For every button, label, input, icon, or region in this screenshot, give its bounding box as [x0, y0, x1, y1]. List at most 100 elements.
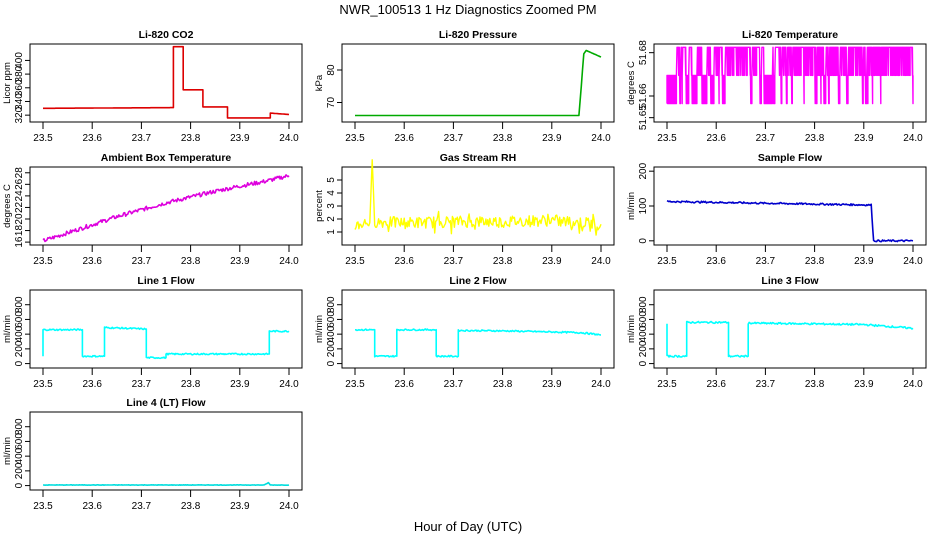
y-axis-label: ml/min [2, 437, 13, 465]
y-tick-label: 200 [326, 340, 337, 357]
x-tick-label: 23.5 [345, 256, 365, 267]
x-tick-label: 23.6 [82, 379, 102, 390]
x-tick-label: 23.6 [394, 133, 414, 144]
x-tick-label: 23.7 [132, 256, 152, 267]
y-tick-label: 0 [638, 360, 649, 366]
plot-frame [341, 289, 615, 369]
plot-frame [29, 289, 303, 369]
x-tick-label: 23.6 [706, 133, 726, 144]
y-tick-label: 380 [14, 65, 25, 82]
x-tick-label: 24.0 [903, 379, 923, 390]
y-tick-label: 600 [14, 433, 25, 450]
y-tick-label: 28 [14, 167, 25, 179]
y-axis-label: degrees C [2, 184, 13, 228]
panel-title: Sample Flow [758, 152, 823, 164]
panel: Line 4 (LT) Flow 23.5 23.6 23.7 23.8 23.9 24.0… [2, 397, 303, 512]
plot-frame [653, 289, 927, 369]
y-tick-label: 3 [326, 203, 337, 209]
y-tick-label: 1 [326, 229, 337, 235]
plot-frame [341, 166, 615, 246]
x-tick-label: 23.9 [230, 379, 250, 390]
x-tick-label: 23.5 [345, 379, 365, 390]
series-line [355, 328, 601, 358]
panel-title: Ambient Box Temperature [101, 152, 232, 164]
x-tick-label: 24.0 [279, 501, 299, 512]
x-tick-label: 23.9 [230, 256, 250, 267]
panel: Li-820 Pressure 23.5 23.6 23.7 23.8 23.9 24.0 7… [314, 29, 615, 144]
x-tick-label: 23.6 [82, 133, 102, 144]
y-tick-label: 24 [14, 190, 25, 202]
x-tick-label: 23.8 [181, 501, 201, 512]
y-axis-label: ml/min [314, 315, 325, 343]
x-tick-label: 24.0 [279, 133, 299, 144]
x-tick-label: 24.0 [591, 379, 611, 390]
x-tick-label: 24.0 [591, 133, 611, 144]
x-tick-label: 23.8 [493, 379, 513, 390]
x-tick-label: 23.5 [657, 133, 677, 144]
x-tick-label: 23.5 [345, 133, 365, 144]
panel: Gas Stream RH 23.5 23.6 23.7 23.8 23.9 24.0 1 2 3… [314, 152, 615, 267]
x-tick-label: 23.5 [33, 379, 53, 390]
y-tick-label: 51.68 [638, 40, 649, 65]
x-tick-label: 23.8 [805, 379, 825, 390]
y-tick-label: 2 [326, 216, 337, 222]
x-tick-label: 23.9 [854, 256, 874, 267]
y-tick-label: 5 [326, 177, 337, 183]
panel: Line 3 Flow 23.5 23.6 23.7 23.8 23.9 24.0 0 2004… [626, 275, 927, 390]
y-tick-label: 600 [14, 311, 25, 328]
panel-title: Line 4 (LT) Flow [126, 397, 206, 409]
x-tick-label: 23.7 [756, 256, 776, 267]
series-line [42, 326, 290, 360]
y-tick-label: 400 [638, 325, 649, 342]
panel-title: Line 2 Flow [449, 275, 507, 287]
x-tick-label: 23.6 [82, 501, 102, 512]
plot-frame [341, 43, 615, 123]
y-tick-label: 340 [14, 93, 25, 110]
x-tick-label: 23.7 [444, 256, 464, 267]
y-tick-label: 200 [638, 162, 649, 179]
series-line [666, 46, 914, 105]
y-tick-label: 0 [14, 482, 25, 488]
panel-title: Li-820 Pressure [439, 29, 517, 41]
y-tick-label: 200 [14, 462, 25, 479]
x-tick-label: 23.7 [132, 133, 152, 144]
x-tick-label: 23.9 [854, 379, 874, 390]
x-tick-label: 23.6 [706, 379, 726, 390]
panel: Line 1 Flow 23.5 23.6 23.7 23.8 23.9 24.0 0 2004… [2, 275, 303, 390]
x-tick-label: 23.7 [756, 133, 776, 144]
x-tick-label: 23.5 [33, 501, 53, 512]
series-line [43, 481, 290, 486]
y-tick-label: 51.66 [638, 83, 649, 108]
x-tick-label: 23.8 [181, 133, 201, 144]
x-tick-label: 23.7 [444, 379, 464, 390]
x-tick-label: 24.0 [279, 379, 299, 390]
y-tick-label: 400 [14, 52, 25, 69]
panel-title: Gas Stream RH [440, 152, 516, 164]
y-tick-label: 18 [14, 225, 25, 237]
y-tick-label: 16 [14, 236, 25, 248]
x-tick-label: 23.8 [805, 133, 825, 144]
y-tick-label: 0 [638, 238, 649, 244]
panel: Line 2 Flow 23.5 23.6 23.7 23.8 23.9 24.0 0 2004… [314, 275, 615, 390]
x-tick-label: 23.9 [542, 256, 562, 267]
y-tick-label: 51.65 [638, 105, 649, 130]
y-tick-label: 22 [14, 201, 25, 213]
series-line [354, 159, 602, 236]
y-tick-label: 800 [638, 296, 649, 313]
y-tick-label: 70 [326, 97, 337, 109]
y-axis-label: ml/min [2, 315, 13, 343]
x-tick-label: 23.7 [132, 379, 152, 390]
x-tick-label: 23.9 [230, 501, 250, 512]
y-tick-label: 200 [14, 340, 25, 357]
y-tick-label: 360 [14, 79, 25, 96]
y-tick-label: 800 [14, 296, 25, 313]
x-tick-label: 23.5 [657, 379, 677, 390]
y-tick-label: 80 [326, 64, 337, 76]
plot-frame [653, 43, 927, 123]
figure-xlabel: Hour of Day (UTC) [414, 519, 522, 534]
y-tick-label: 400 [326, 325, 337, 342]
y-tick-label: 600 [638, 311, 649, 328]
x-tick-label: 23.9 [542, 379, 562, 390]
y-tick-label: 0 [14, 360, 25, 366]
